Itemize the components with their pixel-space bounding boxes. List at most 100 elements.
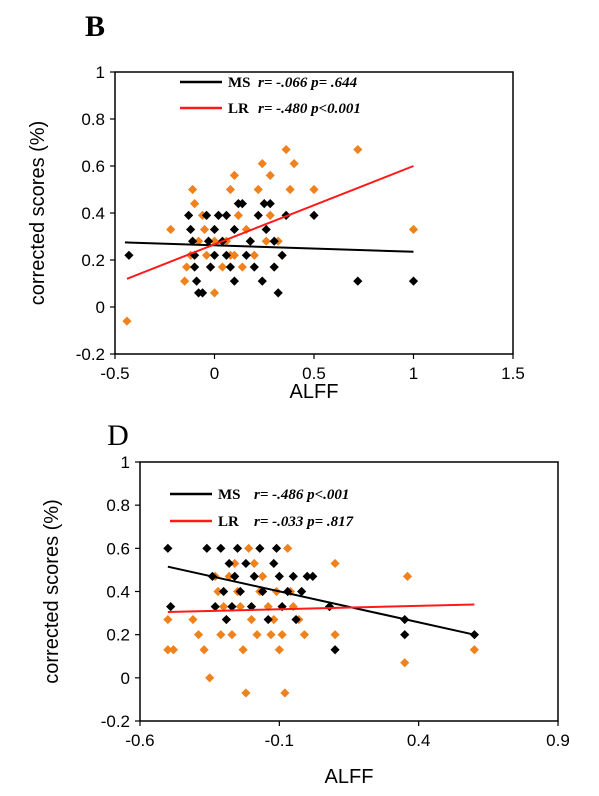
- panel-b-point-ms: [241, 250, 251, 260]
- panel-b-legend-stat-lr: r= -.480 p<0.001: [258, 101, 361, 117]
- panel-d-point-lr: [469, 645, 479, 655]
- panel-d-point-lr: [246, 614, 257, 625]
- panel-d-point-lr: [252, 630, 262, 640]
- panel-b-xtick-label: 0.5: [302, 364, 326, 383]
- panel-d-point-ms: [230, 571, 240, 581]
- panel-d-point-lr: [219, 602, 229, 612]
- panel-b-point-ms: [249, 262, 259, 272]
- panel-b-point-ms: [213, 210, 224, 220]
- panel-b: B 1 0.8 0.6 0.4 0.2 0 -0.2-0.5 0 0.5 1 1.5 ALFF corre…: [27, 10, 525, 403]
- panel-b-point-lr: [193, 236, 204, 246]
- panel-d-ytick-label: 0.4: [106, 583, 130, 602]
- panel-d-point-ms: [241, 558, 251, 569]
- panel-d-point-ms: [297, 586, 307, 597]
- panel-b-fit-line-ms: [124, 241, 414, 253]
- panel-d-point-ms: [224, 558, 234, 569]
- panel-b-point-ms: [253, 210, 263, 220]
- panel-d-ytick-label: -0.2: [101, 712, 130, 731]
- panel-d-fit-line-ms: [167, 565, 475, 636]
- panel-b-point-ms: [225, 262, 236, 272]
- panel-d-point-lr: [266, 630, 276, 640]
- panel-d-xtick-label: 0.4: [407, 731, 431, 750]
- panel-d-point-lr: [193, 630, 204, 640]
- panel-b-point-lr: [229, 250, 239, 260]
- panel-b-point-ms: [191, 276, 202, 286]
- panel-d-point-ms: [227, 602, 237, 612]
- panel-d-point-lr: [238, 645, 248, 655]
- panel-d-point-lr: [224, 571, 234, 581]
- panel-d-ytick-label: 1: [121, 453, 130, 472]
- panel-d-point-lr: [244, 543, 254, 553]
- panel-d-point-lr: [280, 688, 290, 698]
- panel-b-xtick-label: 1: [409, 364, 418, 383]
- panel-b-point-ms: [269, 236, 279, 246]
- panel-d-point-lr: [269, 614, 279, 625]
- panel-b-ytick-label: 0: [96, 298, 105, 317]
- panel-b-ylabel: corrected scores (%): [27, 121, 49, 306]
- panel-d-xtick-label: -0.1: [265, 731, 294, 750]
- panel-b-point-ms: [184, 210, 194, 220]
- panel-b-ytick-label: 0.8: [81, 110, 105, 129]
- panel-d-point-ms: [219, 586, 229, 597]
- panel-b-point-lr: [289, 159, 299, 169]
- panel-b-legend-name-ms: MS: [228, 75, 251, 91]
- panel-b-point-lr: [281, 144, 291, 155]
- panel-d-point-lr: [188, 614, 198, 625]
- panel-d-point-lr: [213, 586, 223, 597]
- panel-b-ytick-label: -0.2: [76, 345, 105, 364]
- panel-b-point-lr: [188, 184, 198, 195]
- panel-b-point-lr: [229, 170, 239, 180]
- panel-d-point-lr: [400, 658, 410, 668]
- panel-b-point-lr: [122, 316, 132, 326]
- panel-d-xtick-label: 0.9: [546, 731, 570, 750]
- panel-b-point-lr: [166, 224, 176, 235]
- panel-d: D1 0.8 0.6 0.4 0.2 0 -0.2-0.6 -0.1 0.4 0.9 ALFF cor…: [41, 419, 570, 788]
- panel-d-point-ms: [216, 543, 226, 553]
- panel-b-point-ms: [245, 236, 255, 246]
- panel-b-point-lr: [265, 210, 275, 220]
- panel-d-point-ms: [221, 614, 231, 625]
- panel-b-point-ms: [229, 276, 239, 286]
- panel-b-point-ms: [205, 262, 216, 272]
- panel-d-point-ms: [210, 602, 220, 612]
- panel-d-point-ms: [302, 571, 312, 581]
- panel-d-point-ms: [163, 543, 173, 553]
- panel-b-point-ms: [261, 224, 271, 235]
- panel-b-point-lr: [190, 199, 200, 209]
- panel-b-point-lr: [257, 159, 267, 169]
- panel-b-point-ms: [188, 236, 198, 246]
- panel-d-point-lr: [283, 543, 293, 553]
- panel-b-point-lr: [201, 250, 212, 260]
- panel-b-fit-line-lr: [126, 165, 414, 280]
- panel-b-point-lr: [353, 144, 363, 155]
- panel-b-point-ms: [273, 288, 283, 298]
- panel-d-point-lr: [235, 602, 245, 612]
- panel-b-point-ms: [197, 288, 208, 298]
- panel-d-point-lr: [230, 558, 240, 569]
- panel-d-point-ms: [202, 543, 212, 553]
- panel-b-point-ms: [221, 210, 232, 220]
- panel-b-point-ms: [309, 210, 319, 220]
- panel-b-xlabel: ALFF: [290, 381, 339, 403]
- panel-d-point-lr: [163, 614, 173, 625]
- panel-b-label: B: [85, 10, 105, 43]
- panel-d-point-ms: [291, 614, 301, 625]
- panel-d-point-ms: [246, 602, 257, 612]
- panel-b-point-lr: [265, 170, 275, 180]
- panel-b-point-ms: [408, 276, 419, 286]
- panel-b-ytick-label: 0.2: [81, 251, 105, 270]
- panel-d-legend-stat-ms: r= -.486 p<.001: [254, 487, 349, 503]
- panel-b-point-ms: [259, 199, 269, 209]
- panel-d-point-ms: [166, 602, 176, 612]
- panel-d-legend-stat-lr: r= -.033 p= .817: [254, 514, 354, 530]
- panel-b-point-ms: [203, 236, 214, 246]
- panel-b-point-ms: [209, 224, 220, 235]
- panel-b-xtick-label: -0.5: [100, 364, 129, 383]
- panel-d-point-lr: [274, 645, 284, 655]
- panel-b-xtick-label: 1.5: [501, 364, 525, 383]
- panel-d-ytick-label: 0.2: [106, 626, 130, 645]
- panel-b-point-lr: [233, 210, 243, 220]
- panel-d-point-lr: [241, 688, 251, 698]
- panel-b-point-lr: [199, 224, 210, 235]
